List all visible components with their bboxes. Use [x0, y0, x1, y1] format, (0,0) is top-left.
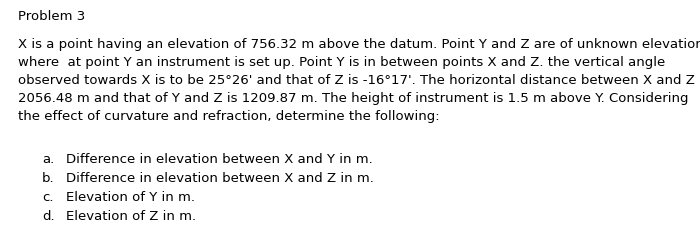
- Text: 2056.48 m and that of Y and Z is 1209.87 m. The height of instrument is 1.5 m ab: 2056.48 m and that of Y and Z is 1209.87…: [18, 92, 689, 105]
- Text: Difference in elevation between X and Y in m.: Difference in elevation between X and Y …: [66, 152, 372, 165]
- Text: X is a point having an elevation of 756.32 m above the datum. Point Y and Z are : X is a point having an elevation of 756.…: [18, 38, 700, 51]
- Text: the effect of curvature and refraction, determine the following:: the effect of curvature and refraction, …: [18, 109, 440, 123]
- Text: Elevation of Y in m.: Elevation of Y in m.: [66, 190, 195, 203]
- Text: Difference in elevation between X and Z in m.: Difference in elevation between X and Z …: [66, 171, 374, 184]
- Text: observed towards X is to be 25°26' and that of Z is -16°17'. The horizontal dist: observed towards X is to be 25°26' and t…: [18, 74, 700, 87]
- Text: c.: c.: [42, 190, 53, 203]
- Text: Problem 3: Problem 3: [18, 10, 85, 23]
- Text: a.: a.: [42, 152, 55, 165]
- Text: b.: b.: [42, 171, 55, 184]
- Text: where  at point Y an instrument is set up. Point Y is in between points X and Z.: where at point Y an instrument is set up…: [18, 56, 665, 69]
- Text: Elevation of Z in m.: Elevation of Z in m.: [66, 209, 196, 222]
- Text: d.: d.: [42, 209, 55, 222]
